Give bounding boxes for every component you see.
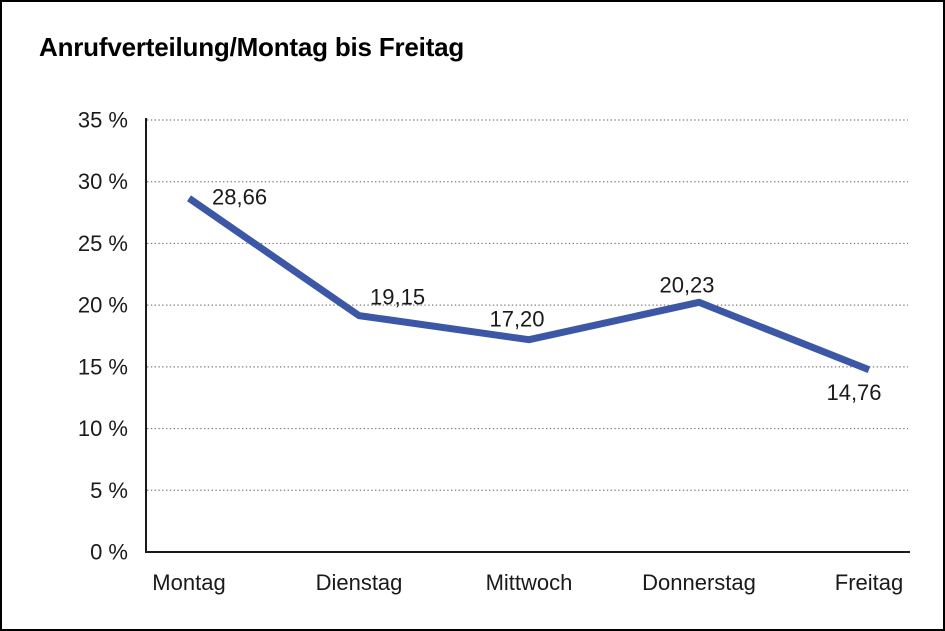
x-tick-label: Donnerstag: [642, 570, 756, 595]
y-tick-label: 15 %: [78, 354, 128, 379]
y-tick-label: 5 %: [90, 478, 128, 503]
data-label: 14,76: [826, 380, 881, 405]
series-line-anrufverteilung: [187, 195, 871, 374]
y-tick-label: 10 %: [78, 416, 128, 441]
x-tick-label: Montag: [152, 570, 225, 595]
chart-title: Anrufverteilung/Montag bis Freitag: [39, 32, 465, 62]
data-label: 17,20: [489, 307, 544, 332]
data-label: 20,23: [659, 272, 714, 297]
y-tick-label: 0 %: [90, 540, 128, 565]
x-tick-label: Dienstag: [316, 570, 403, 595]
x-tick-label: Mittwoch: [486, 570, 573, 595]
data-label: 19,15: [370, 285, 425, 310]
x-tick-label: Freitag: [835, 570, 903, 595]
data-label: 28,66: [212, 184, 267, 209]
y-tick-label: 25 %: [78, 231, 128, 256]
y-tick-label: 30 %: [78, 169, 128, 194]
y-tick-label: 35 %: [78, 108, 128, 133]
y-tick-label: 20 %: [78, 293, 128, 318]
